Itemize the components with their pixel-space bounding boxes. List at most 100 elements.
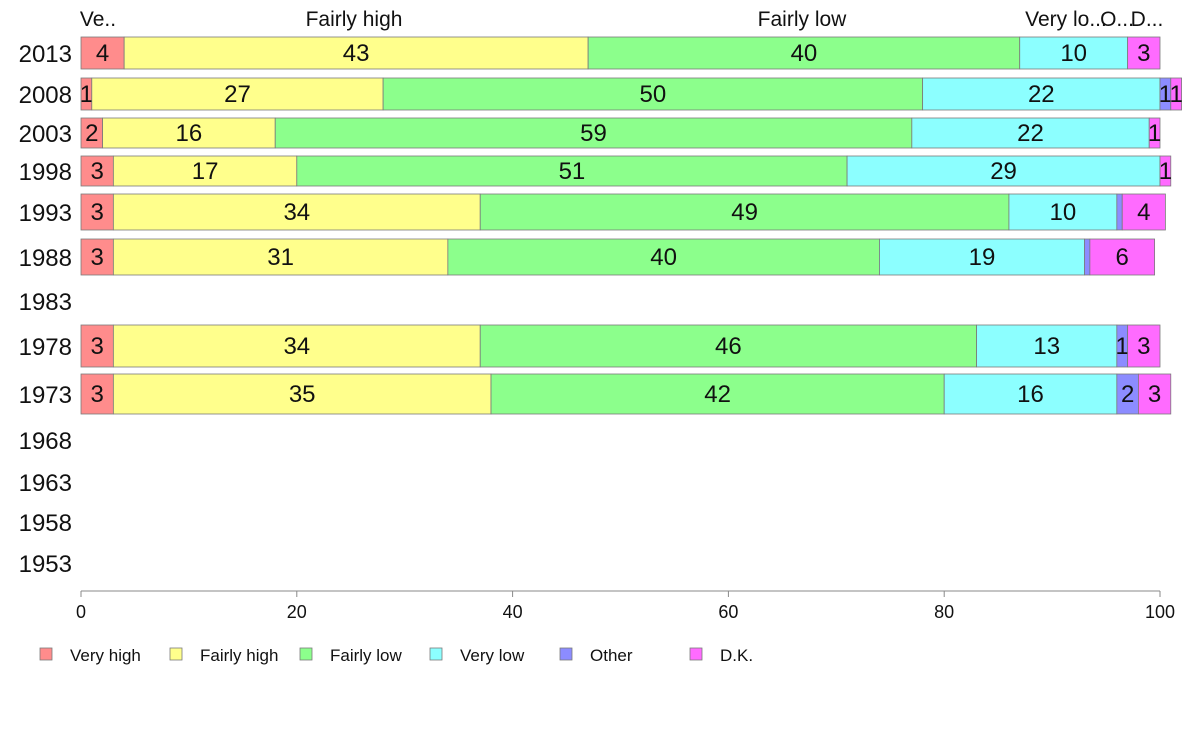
- year-label: 1968: [19, 428, 72, 455]
- column-header: Fairly high: [306, 8, 403, 31]
- bar-segment: [112, 238, 449, 276]
- bar-segment: [112, 373, 492, 415]
- data-label: 17: [192, 158, 219, 185]
- bar-segment: [846, 155, 1161, 187]
- legend-swatch: [559, 647, 573, 661]
- data-label: 40: [791, 40, 818, 67]
- x-tick-label: 100: [1145, 602, 1175, 622]
- data-label: 3: [91, 333, 104, 360]
- data-label: 6: [1116, 244, 1129, 271]
- data-label: 51: [559, 158, 586, 185]
- data-label: 1: [1170, 81, 1183, 108]
- data-label: 3: [91, 381, 104, 408]
- bar-segment: [382, 77, 924, 111]
- data-label: 34: [283, 199, 310, 226]
- data-label: 22: [1017, 120, 1044, 147]
- data-label: 1: [1159, 81, 1172, 108]
- bar-segment: [112, 155, 298, 187]
- data-label: 42: [704, 381, 731, 408]
- bar-segment: [80, 324, 114, 368]
- year-label: 1953: [19, 551, 72, 578]
- bar-segment: [274, 117, 913, 149]
- data-label: 1: [1148, 120, 1161, 147]
- x-tick-label: 60: [718, 602, 738, 622]
- data-label: 1: [1116, 333, 1129, 360]
- data-label: 13: [1033, 333, 1060, 360]
- column-header: Fairly low: [758, 8, 848, 31]
- legend-label: Fairly high: [200, 646, 278, 665]
- legend: Very high Fairly high Fairly low Very low Ot…: [39, 646, 753, 665]
- data-label: 10: [1050, 199, 1077, 226]
- bar-segment: [1148, 117, 1161, 149]
- data-label: 27: [224, 81, 251, 108]
- data-label: 10: [1060, 40, 1087, 67]
- bar-segment: [123, 36, 589, 70]
- legend-swatch: [169, 647, 183, 661]
- data-label: 59: [580, 120, 607, 147]
- legend-label: Other: [590, 646, 633, 665]
- data-label: 40: [650, 244, 677, 271]
- bars: 4 43 40 10 31 27 50 22 112 16 59 22 13 17 51 29 13 34 49 10…: [80, 36, 1183, 415]
- legend-swatch: [689, 647, 703, 661]
- x-tick-label: 20: [287, 602, 307, 622]
- data-label: 3: [1137, 40, 1150, 67]
- bar-segment: [80, 373, 114, 415]
- bar-segment: [91, 77, 384, 111]
- data-label: 50: [640, 81, 667, 108]
- bar-segment: [922, 77, 1161, 111]
- data-label: 2: [1121, 381, 1134, 408]
- bar-segment: [80, 36, 125, 70]
- bar-segment: [1170, 77, 1182, 111]
- data-label: 31: [267, 244, 294, 271]
- bar-segment: [879, 238, 1085, 276]
- bar-segment: [1138, 373, 1172, 415]
- bar-segment: [490, 373, 945, 415]
- data-label: 3: [91, 158, 104, 185]
- data-label: 3: [1137, 333, 1150, 360]
- year-label: 1993: [19, 200, 72, 227]
- data-label: 19: [969, 244, 996, 271]
- bar-segment: [479, 193, 1010, 231]
- legend-label: D.K.: [720, 646, 753, 665]
- year-label: 1958: [19, 510, 72, 537]
- year-label: 1998: [19, 159, 72, 186]
- data-label: 34: [283, 333, 310, 360]
- bar-segment: [1116, 193, 1123, 231]
- data-label: 3: [91, 244, 104, 271]
- legend-label: Fairly low: [330, 646, 403, 665]
- bar-segment: [80, 193, 114, 231]
- data-label: 46: [715, 333, 742, 360]
- bar-segment: [479, 324, 977, 368]
- x-tick-label: 0: [76, 602, 86, 622]
- column-header: Ve..: [80, 8, 116, 31]
- data-label: 49: [731, 199, 758, 226]
- year-label: 1973: [19, 382, 72, 409]
- data-label: 22: [1028, 81, 1055, 108]
- legend-swatch: [299, 647, 313, 661]
- data-label: 35: [289, 381, 316, 408]
- data-label: 16: [176, 120, 203, 147]
- column-header: O...: [1100, 8, 1134, 31]
- legend-label: Very low: [460, 646, 525, 665]
- column-header: D...: [1131, 8, 1164, 31]
- x-tick-label: 80: [934, 602, 954, 622]
- bar-segment: [102, 117, 276, 149]
- bar-segment: [1121, 193, 1166, 231]
- year-label: 2008: [19, 82, 72, 109]
- data-label: 2: [85, 120, 98, 147]
- bar-segment: [1127, 324, 1161, 368]
- data-label: 16: [1017, 381, 1044, 408]
- column-header: Very lo...: [1025, 8, 1107, 31]
- bar-segment: [587, 36, 1021, 70]
- year-label: 2003: [19, 121, 72, 148]
- data-label: 4: [1137, 199, 1150, 226]
- legend-label: Very high: [70, 646, 141, 665]
- x-axis: 0 20 40 60 80 100: [76, 590, 1175, 622]
- bar-segment: [943, 373, 1118, 415]
- year-labels: 2013 2008 2003 1998 1993 1988 1983 1978 1973 1968…: [19, 41, 72, 578]
- x-tick-label: 40: [503, 602, 523, 622]
- data-label: 3: [1148, 381, 1161, 408]
- legend-swatch: [39, 647, 53, 661]
- data-label: 43: [343, 40, 370, 67]
